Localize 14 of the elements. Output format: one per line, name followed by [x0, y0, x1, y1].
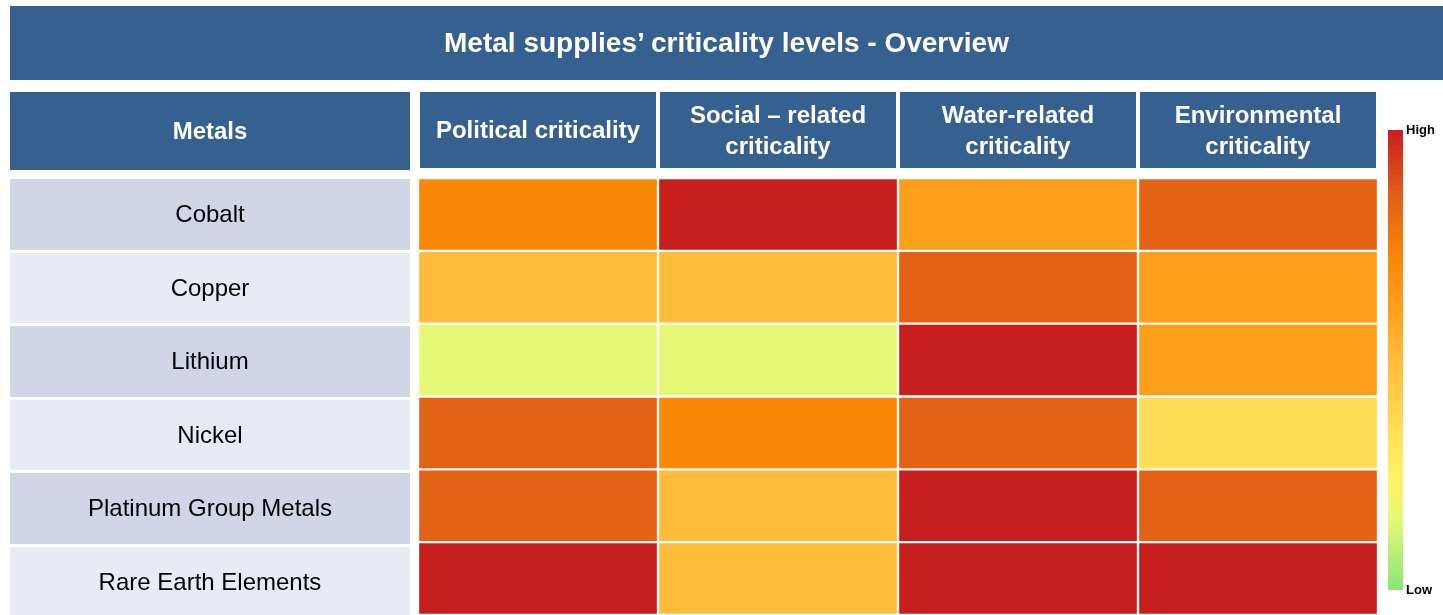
y-tick-label: Platinum Group Metals	[10, 473, 410, 544]
color-bar-label: High	[1406, 121, 1435, 137]
y-tick-label: Cobalt	[10, 179, 410, 250]
y-axis-title: Metals	[10, 92, 410, 170]
x-tick-label: Water-related criticality	[900, 92, 1136, 168]
chart-title: Metal supplies’ criticality levels - Overview	[10, 6, 1443, 80]
color-bar-label: Low	[1406, 581, 1433, 597]
x-tick-label: Social – related criticality	[660, 92, 896, 168]
y-tick-label: Copper	[10, 252, 410, 323]
x-tick-label: Environmental criticality	[1140, 92, 1376, 168]
y-tick-label: Lithium	[10, 326, 410, 397]
y-tick-label: Rare Earth Elements	[10, 546, 410, 615]
y-tick-label: Nickel	[10, 399, 410, 470]
x-tick-label: Political criticality	[420, 92, 656, 168]
